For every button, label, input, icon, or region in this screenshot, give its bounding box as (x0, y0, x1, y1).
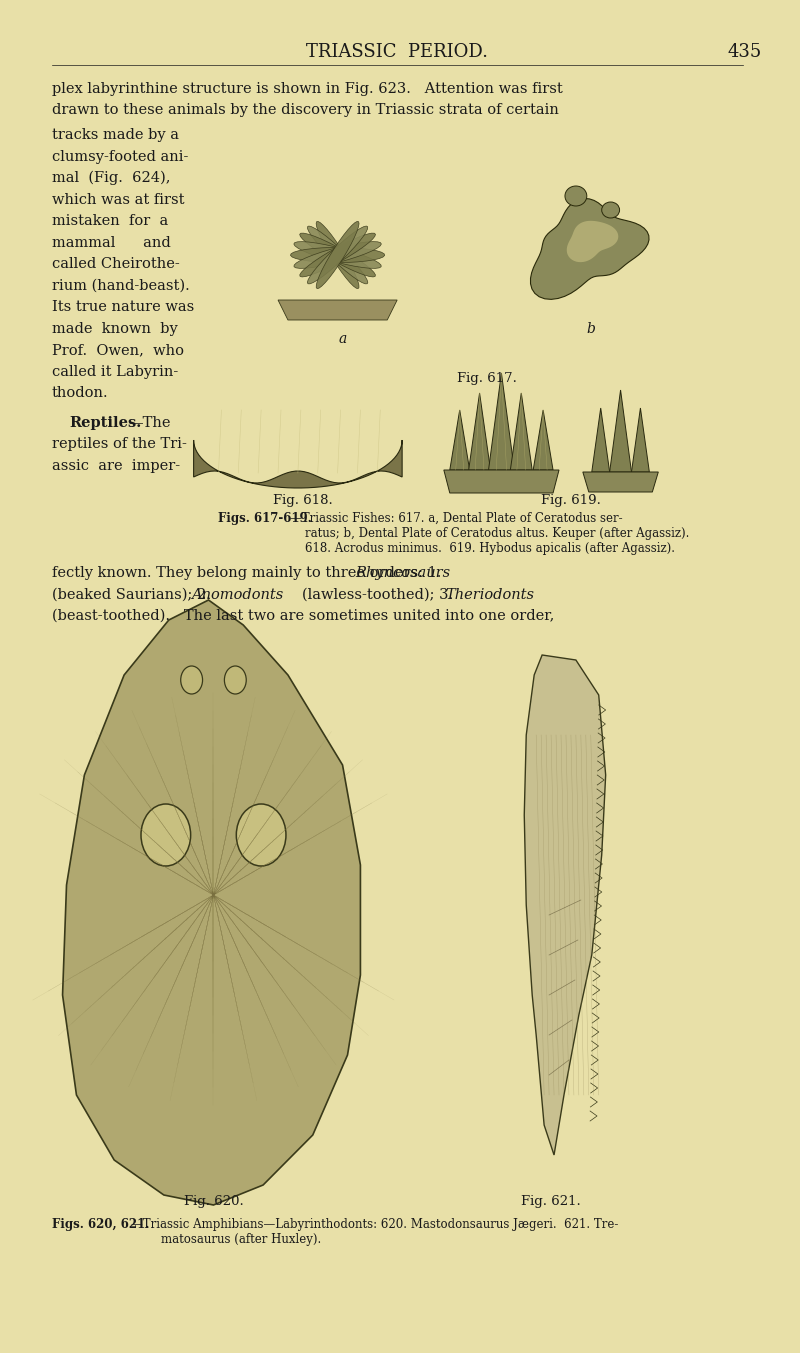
Polygon shape (294, 242, 381, 268)
Polygon shape (316, 222, 359, 288)
Text: —The: —The (128, 415, 170, 429)
Polygon shape (566, 221, 618, 262)
Text: tracks made by a: tracks made by a (52, 129, 178, 142)
Text: (beast-toothed).   The last two are sometimes united into one order,: (beast-toothed). The last two are someti… (52, 609, 554, 622)
Text: b: b (586, 322, 595, 336)
Polygon shape (316, 222, 359, 288)
Polygon shape (530, 199, 649, 299)
Polygon shape (194, 440, 402, 488)
Ellipse shape (236, 804, 286, 866)
Polygon shape (444, 469, 559, 492)
Text: Fig. 620.: Fig. 620. (183, 1195, 243, 1208)
Text: reptiles of the Tri-: reptiles of the Tri- (52, 437, 186, 451)
Polygon shape (450, 410, 470, 469)
Text: —Triassic Fishes: 617. a, Dental Plate of Ceratodus ser-
    ratus; b, Dental Pl: —Triassic Fishes: 617. a, Dental Plate o… (290, 511, 690, 555)
Text: made  known  by: made known by (52, 322, 178, 336)
Text: mal  (Fig.  624),: mal (Fig. 624), (52, 170, 170, 185)
Polygon shape (489, 373, 514, 469)
Text: Fig. 619.: Fig. 619. (541, 494, 601, 507)
Polygon shape (524, 655, 606, 1155)
Polygon shape (510, 392, 532, 469)
Text: plex labyrinthine structure is shown in Fig. 623.   Attention was first: plex labyrinthine structure is shown in … (52, 83, 562, 96)
Ellipse shape (565, 185, 587, 206)
Polygon shape (583, 472, 658, 492)
Text: Anomodonts: Anomodonts (190, 587, 283, 602)
Text: Rhyncosaurs: Rhyncosaurs (355, 566, 450, 580)
Text: (beaked Saurians); 2.: (beaked Saurians); 2. (52, 587, 210, 602)
Polygon shape (294, 242, 382, 268)
Text: mammal      and: mammal and (52, 235, 170, 249)
Text: rium (hand-beast).: rium (hand-beast). (52, 279, 190, 292)
Text: Figs. 617-619.: Figs. 617-619. (218, 511, 312, 525)
Text: (lawless-toothed); 3.: (lawless-toothed); 3. (302, 587, 453, 602)
Text: Prof.  Owen,  who: Prof. Owen, who (52, 344, 184, 357)
Text: clumsy-footed ani-: clumsy-footed ani- (52, 149, 188, 164)
Text: mistaken  for  a: mistaken for a (52, 214, 168, 229)
Polygon shape (469, 392, 490, 469)
Polygon shape (278, 300, 397, 321)
Polygon shape (307, 226, 368, 284)
Text: TRIASSIC  PERIOD.: TRIASSIC PERIOD. (306, 43, 488, 61)
Text: Fig. 618.: Fig. 618. (273, 494, 333, 507)
Polygon shape (290, 248, 385, 262)
Text: a: a (338, 331, 346, 346)
Text: Its true nature was: Its true nature was (52, 300, 194, 314)
Text: which was at first: which was at first (52, 192, 184, 207)
Polygon shape (307, 226, 368, 284)
Polygon shape (300, 233, 375, 277)
Text: fectly known. They belong mainly to three orders: 1.: fectly known. They belong mainly to thre… (52, 566, 441, 580)
Text: Reptiles.: Reptiles. (70, 415, 142, 429)
Text: 435: 435 (727, 43, 762, 61)
Ellipse shape (602, 202, 619, 218)
Text: called Cheirothe-: called Cheirothe- (52, 257, 179, 271)
Polygon shape (533, 410, 553, 469)
Text: drawn to these animals by the discovery in Triassic strata of certain: drawn to these animals by the discovery … (52, 103, 558, 116)
Polygon shape (62, 599, 361, 1206)
Text: —Triassic Amphibians—Labyrinthodonts: 620. Mastodonsaurus Jægeri.  621. Tre-
   : —Triassic Amphibians—Labyrinthodonts: 62… (131, 1218, 618, 1246)
Text: Figs. 620, 621.: Figs. 620, 621. (52, 1218, 149, 1231)
Text: Theriodonts: Theriodonts (445, 587, 534, 602)
Text: Fig. 617.: Fig. 617. (457, 372, 517, 386)
Ellipse shape (181, 666, 202, 694)
Text: called it Labyrin-: called it Labyrin- (52, 364, 178, 379)
Text: thodon.: thodon. (52, 386, 108, 400)
Ellipse shape (141, 804, 190, 866)
Text: Fig. 621.: Fig. 621. (521, 1195, 581, 1208)
Polygon shape (610, 390, 631, 472)
Polygon shape (631, 409, 650, 472)
Text: assic  are  imper-: assic are imper- (52, 459, 180, 472)
Polygon shape (300, 233, 375, 277)
Ellipse shape (224, 666, 246, 694)
Polygon shape (592, 409, 610, 472)
